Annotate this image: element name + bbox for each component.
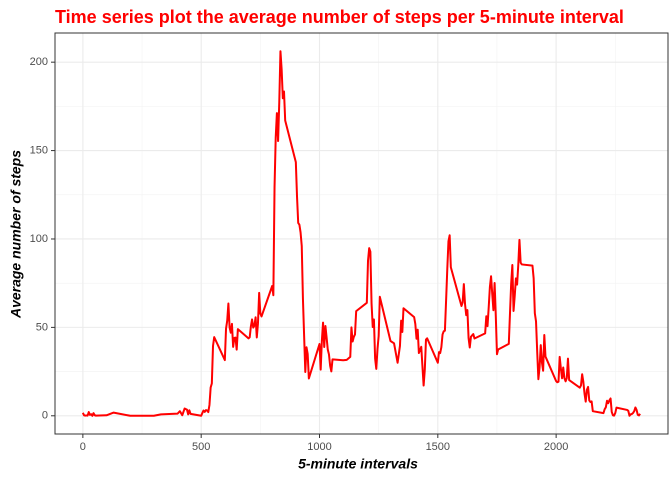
y-tick-label: 200 (30, 56, 48, 68)
x-tick-label: 500 (192, 441, 210, 453)
chart-title: Time series plot the average number of s… (55, 7, 624, 27)
panel-border (54, 32, 669, 435)
x-tick-label: 2000 (544, 441, 568, 453)
x-tick-label: 1500 (426, 441, 450, 453)
y-tick-label: 50 (36, 321, 48, 333)
x-axis-title: 5-minute intervals (298, 456, 418, 472)
x-tick-label: 0 (80, 441, 86, 453)
y-tick-label: 150 (30, 144, 48, 156)
data-line (81, 50, 641, 417)
x-tick-label: 1000 (307, 441, 331, 453)
y-tick-label: 0 (42, 410, 48, 422)
y-tick-label: 100 (30, 233, 48, 245)
y-axis-title: Average number of steps (8, 150, 24, 319)
